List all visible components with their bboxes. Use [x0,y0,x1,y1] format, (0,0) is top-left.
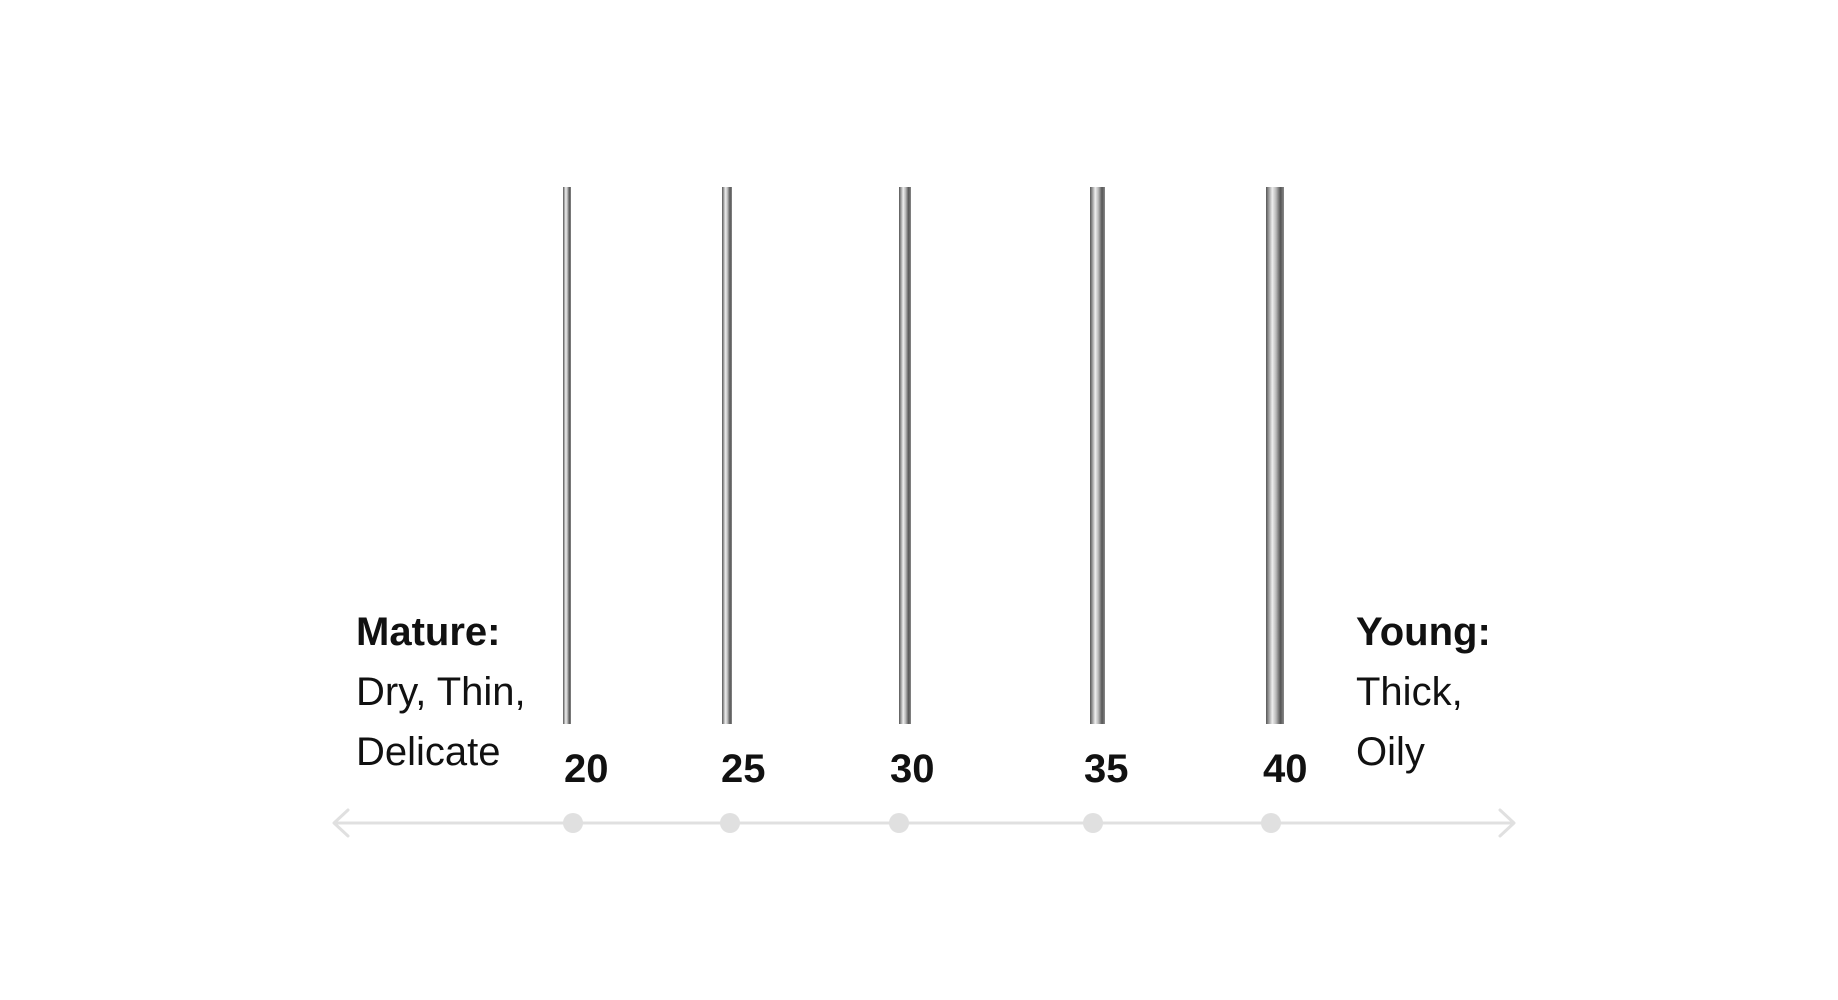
needle-40 [1266,187,1284,724]
young-heading: Young: [1356,610,1491,654]
young-line-2: Oily [1356,730,1425,774]
mature-label-group: Mature: Dry, Thin, Delicate [356,602,526,782]
needle-30 [899,187,911,724]
dot-marker-icon [720,813,740,833]
arrow-left-icon [332,808,350,838]
young-line-1: Thick, [1356,670,1463,714]
mature-heading: Mature: [356,610,501,654]
needle-25 [722,187,732,724]
arrow-right-icon [1498,808,1516,838]
dot-marker-icon [1261,813,1281,833]
dot-marker-icon [1083,813,1103,833]
dot-marker-icon [889,813,909,833]
dot-marker-icon [563,813,583,833]
needle-label-35: 35 [1084,747,1129,791]
needle-label-30: 30 [890,747,935,791]
needle-35 [1090,187,1105,724]
needle-label-20: 20 [564,747,609,791]
needle-20 [563,187,571,724]
mature-line-2: Delicate [356,730,501,774]
young-label-group: Young: Thick, Oily [1356,602,1491,782]
needle-label-40: 40 [1263,747,1308,791]
mature-line-1: Dry, Thin, [356,670,526,714]
needle-label-25: 25 [721,747,766,791]
